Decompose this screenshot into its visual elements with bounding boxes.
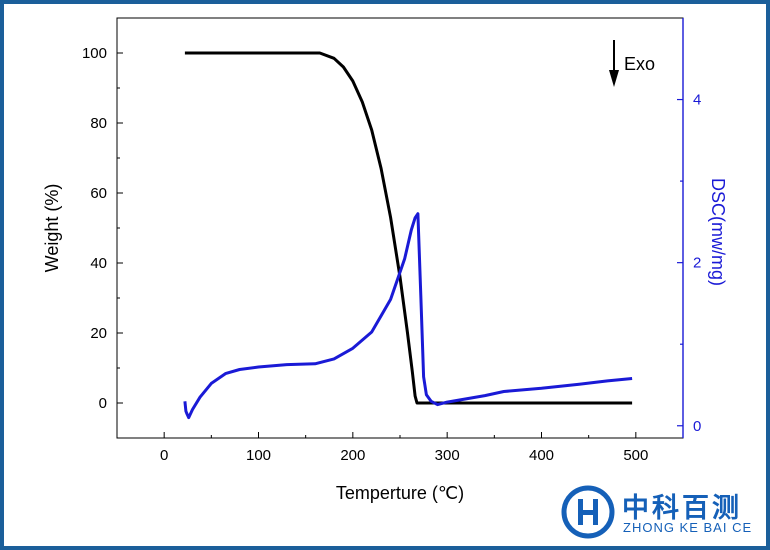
exo-arrow-head (609, 70, 619, 87)
left-y-tick-label: 60 (90, 185, 107, 202)
x-tick-label: 500 (623, 447, 648, 464)
exo-annotation: Exo (609, 40, 655, 87)
exo-label: Exo (624, 54, 655, 74)
logo-name-en: ZHONG KE BAI CE (623, 520, 753, 535)
right-y-axis-title: DSC(mw/mg) (708, 178, 728, 286)
left-y-tick-label: 80 (90, 115, 107, 132)
right-y-tick-label: 0 (693, 418, 701, 435)
brand-logo: 中科百测 ZHONG KE BAI CE (560, 482, 765, 544)
x-tick-label: 300 (435, 447, 460, 464)
plot-area (116, 17, 684, 439)
left-y-axis-title: Weight (%) (42, 184, 62, 273)
x-axis: 0 100 200 300 400 500 (160, 432, 648, 464)
right-y-tick-label: 4 (693, 92, 701, 109)
x-tick-label: 100 (246, 447, 271, 464)
right-y-tick-label: 2 (693, 255, 701, 272)
logo-emblem-icon (561, 485, 615, 539)
right-y-axis: 0 2 4 (677, 92, 701, 435)
weight-series-line (184, 51, 633, 405)
x-axis-title: Temperture (℃) (336, 483, 464, 503)
x-tick-label: 400 (529, 447, 554, 464)
left-y-tick-label: 20 (90, 325, 107, 342)
left-y-tick-label: 100 (82, 45, 107, 62)
logo-name-cn: 中科百测 (622, 493, 742, 524)
left-y-tick-label: 0 (99, 395, 107, 412)
x-tick-label: 200 (340, 447, 365, 464)
x-tick-label: 0 (160, 447, 168, 464)
left-y-tick-label: 40 (90, 255, 107, 272)
left-y-axis: 0 20 40 60 80 100 (82, 45, 123, 412)
dsc-series-line (183, 212, 633, 420)
